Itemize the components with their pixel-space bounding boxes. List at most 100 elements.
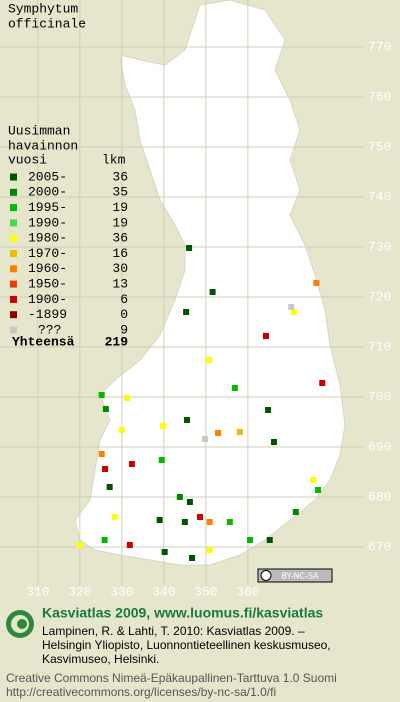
observation-square: [98, 451, 105, 457]
legend-count: 9: [120, 322, 128, 337]
legend-heading: lkm: [102, 152, 126, 167]
y-tick-label: 750: [368, 139, 391, 154]
legend-swatch: [10, 234, 17, 242]
legend-label: 1980-: [28, 231, 67, 246]
logo: [6, 610, 34, 638]
legend-swatch: [10, 295, 17, 303]
observation-square: [176, 494, 183, 500]
observation-square: [236, 429, 243, 435]
observation-square: [288, 304, 295, 310]
observation-square: [101, 537, 108, 543]
title: Symphytum: [8, 1, 78, 16]
observation-square: [247, 537, 253, 543]
legend-heading: havainnon: [8, 138, 78, 153]
legend-swatch: [10, 326, 17, 334]
observation-square: [128, 461, 135, 467]
license: Creative Commons Nimeä-Epäkaupallinen-Ta…: [6, 671, 337, 685]
finland-outline: [74, 0, 346, 566]
observation-square: [118, 427, 125, 433]
y-tick-label: 720: [368, 289, 391, 304]
observation-square: [106, 484, 113, 490]
legend-count: 13: [112, 277, 128, 292]
title: officinale: [8, 16, 86, 31]
legend-swatch: [10, 188, 17, 196]
observation-square: [160, 423, 167, 429]
cc-badge: [257, 568, 333, 583]
observation-square: [226, 519, 233, 525]
observation-square: [158, 457, 165, 463]
legend-label: 1995-: [28, 200, 67, 215]
observation-square: [265, 407, 272, 413]
legend-label: 1990-: [28, 215, 67, 230]
legend-swatch: [10, 250, 17, 257]
observation-square: [189, 555, 196, 561]
legend-count: 16: [112, 246, 128, 261]
observation-square: [161, 549, 168, 555]
x-tick-label: 310: [26, 584, 49, 599]
x-tick-label: 340: [152, 584, 175, 599]
y-tick-label: 770: [368, 39, 391, 54]
legend-swatch: [10, 311, 17, 319]
observation-square: [156, 517, 163, 523]
observation-square: [270, 439, 277, 445]
observation-square: [315, 487, 322, 493]
legend-label: 1970-: [28, 246, 67, 261]
observation-square: [126, 542, 133, 548]
cc-icon: [260, 570, 272, 581]
legend-label: 2000-: [28, 185, 67, 200]
observation-square: [111, 514, 118, 520]
observation-square: [76, 542, 83, 548]
citation: Lampinen, R. & Lahti, T. 2010: Kasviatla…: [42, 624, 305, 638]
x-tick-label: 350: [194, 584, 217, 599]
y-tick-label: 670: [368, 539, 391, 554]
citation: Kasvimuseo, Helsinki.: [42, 652, 159, 666]
observation-square: [206, 547, 213, 553]
legend-count: 36: [112, 231, 128, 246]
y-tick-label: 700: [368, 389, 391, 404]
legend-swatch: [10, 219, 17, 227]
y-tick-label: 690: [368, 439, 391, 454]
legend-label: 1960-: [28, 261, 67, 276]
y-tick-label: 710: [368, 339, 391, 354]
legend-count: 19: [112, 215, 128, 230]
observation-square: [206, 519, 213, 525]
observation-square: [205, 357, 212, 363]
observation-square: [183, 417, 190, 423]
site-title: Kasviatlas 2009, www.luomus.fi/kasviatla…: [42, 605, 323, 621]
legend-count: 35: [112, 185, 128, 200]
y-tick-label: 730: [368, 239, 391, 254]
observation-square: [186, 499, 193, 505]
legend-label: ???: [38, 322, 61, 337]
legend-swatch: [10, 265, 17, 273]
observation-square: [262, 333, 269, 339]
observation-square: [292, 509, 299, 515]
observation-square: [197, 514, 203, 520]
observation-square: [202, 436, 209, 442]
legend-swatch: [10, 280, 17, 288]
observation-square: [102, 466, 109, 472]
total-count: 219: [105, 334, 129, 349]
legend-heading: vuosi: [8, 152, 47, 167]
legend-count: 6: [120, 292, 128, 307]
observation-square: [266, 537, 273, 543]
legend-swatch: [10, 173, 17, 181]
x-tick-label: 330: [110, 584, 133, 599]
observation-square: [310, 477, 317, 483]
observation-square: [231, 385, 238, 391]
observation-square: [319, 380, 326, 386]
legend-count: 0: [120, 307, 128, 322]
observation-square: [181, 519, 188, 525]
legend-count: 36: [112, 169, 128, 184]
y-tick-label: 740: [368, 189, 391, 204]
citation: Helsingin Yliopisto, Luonnontieteellinen…: [42, 638, 331, 652]
legend-label: 1900-: [28, 292, 67, 307]
x-tick-label: 320: [68, 584, 91, 599]
cc-badge-text: BY-NC-SA: [281, 572, 319, 581]
legend-label: 2005-: [28, 169, 67, 184]
y-tick-label: 680: [368, 489, 391, 504]
legend-heading: Uusimman: [8, 123, 70, 138]
observation-square: [186, 245, 193, 251]
legend-label: 1950-: [28, 277, 67, 292]
